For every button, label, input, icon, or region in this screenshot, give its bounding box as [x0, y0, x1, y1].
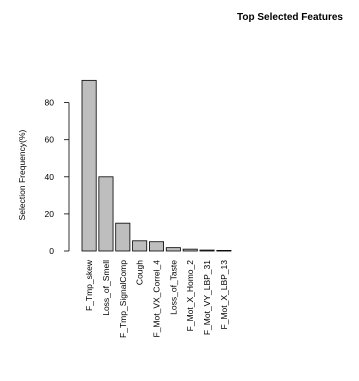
- bar: [115, 222, 131, 252]
- x-tick-label: F_Mot_X_Homo_2: [185, 260, 195, 332]
- y-tick-label: 40: [45, 172, 55, 182]
- x-tick-label: F_Mot_VX_Correl_4: [152, 260, 162, 338]
- bar: [165, 247, 181, 252]
- bar: [199, 249, 215, 252]
- y-axis: 0 20 40 60 80: [45, 98, 70, 256]
- x-tick-label: F_Mot_VY_LBP_31: [202, 260, 212, 335]
- chart-title: Top Selected Features: [237, 12, 343, 23]
- bars-group: [81, 79, 232, 252]
- bar: [148, 241, 164, 252]
- bar: [81, 79, 97, 252]
- y-tick-label: 80: [45, 98, 55, 108]
- y-tick-label: 20: [45, 209, 55, 219]
- bar: [182, 248, 198, 252]
- x-tick-labels: F_Tmp_skew Loss_of_Smell F_Tmp_SignalComp C…: [84, 259, 229, 338]
- y-axis-title: Selection Frequency(%): [17, 129, 27, 220]
- x-tick-label: Cough: [135, 260, 145, 285]
- y-tick-label: 60: [45, 135, 55, 145]
- y-tick-label: 0: [49, 246, 54, 256]
- x-tick-label: Loss_of_Smell: [101, 260, 111, 316]
- x-tick-label: Loss_of_Taste: [168, 260, 178, 315]
- bar: [98, 176, 114, 252]
- x-tick-label: F_Tmp_skew: [84, 259, 94, 311]
- bar: [132, 240, 148, 252]
- x-tick-label: F_Tmp_SignalComp: [118, 260, 128, 338]
- bar: [216, 250, 232, 252]
- x-tick-label: F_Mot_X_LBP_13: [219, 260, 229, 330]
